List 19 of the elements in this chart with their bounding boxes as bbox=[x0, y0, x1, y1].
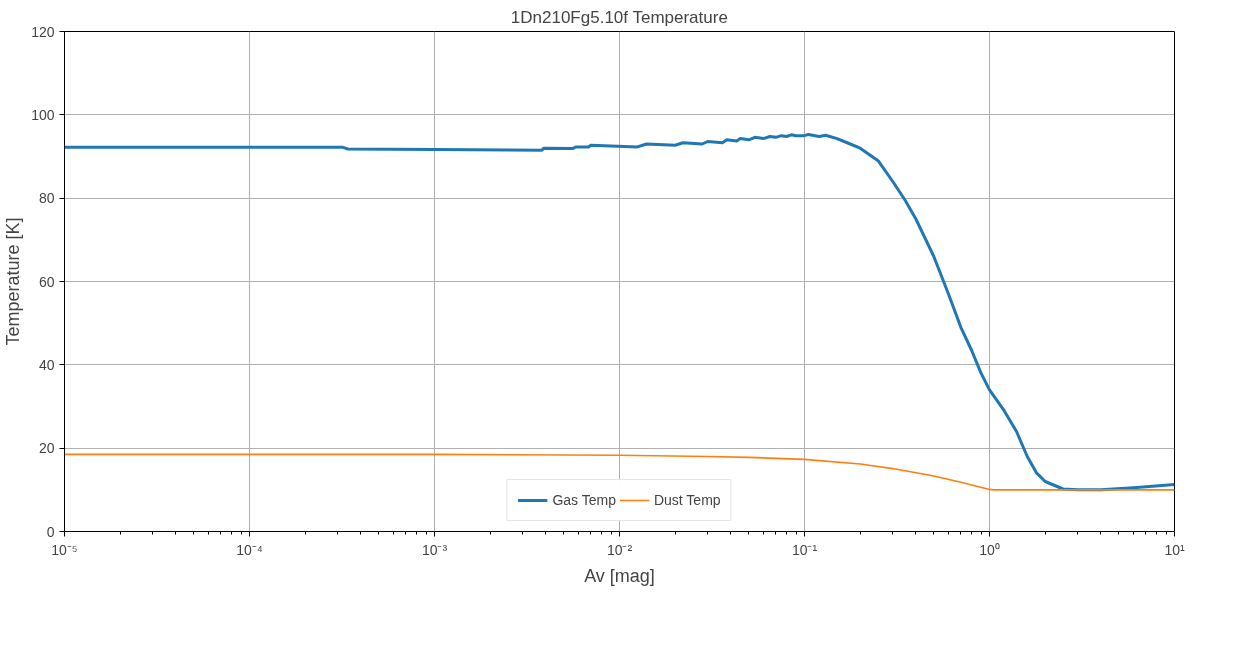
x-tick-label: 10⁻³ bbox=[421, 541, 448, 558]
x-tick-label: 10⁰ bbox=[979, 541, 1000, 558]
legend-label: Dust Temp bbox=[653, 492, 721, 508]
x-tick-label: 10⁻¹ bbox=[791, 541, 818, 558]
chart-title: 1Dn210Fg5.10f Temperature bbox=[510, 7, 728, 27]
y-tick-label: 60 bbox=[38, 273, 55, 290]
y-tick-label: 40 bbox=[38, 356, 55, 373]
y-tick-label: 80 bbox=[38, 190, 55, 207]
y-tick-label: 100 bbox=[31, 106, 55, 123]
legend-label: Gas Temp bbox=[552, 492, 616, 508]
y-axis-title: Temperature [K] bbox=[3, 217, 24, 346]
x-tick-label: 10⁻⁵ bbox=[51, 541, 78, 558]
y-tick-label: 20 bbox=[38, 440, 55, 457]
x-tick-label: 10¹ bbox=[1164, 541, 1185, 558]
x-tick-label: 10⁻² bbox=[606, 541, 633, 558]
y-tick-label: 120 bbox=[31, 23, 55, 40]
x-tick-label: 10⁻⁴ bbox=[236, 541, 263, 558]
y-tick-label: 0 bbox=[46, 523, 55, 540]
x-axis-title: Av [mag] bbox=[584, 565, 655, 586]
